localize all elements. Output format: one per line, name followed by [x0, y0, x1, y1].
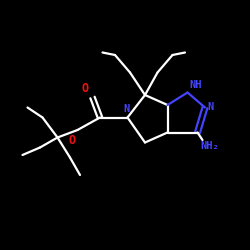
Text: N: N	[208, 102, 214, 113]
Text: O: O	[82, 82, 89, 94]
Text: N: N	[123, 104, 130, 114]
Text: O: O	[68, 134, 75, 147]
Text: NH₂: NH₂	[200, 141, 219, 151]
Text: NH: NH	[190, 80, 202, 90]
